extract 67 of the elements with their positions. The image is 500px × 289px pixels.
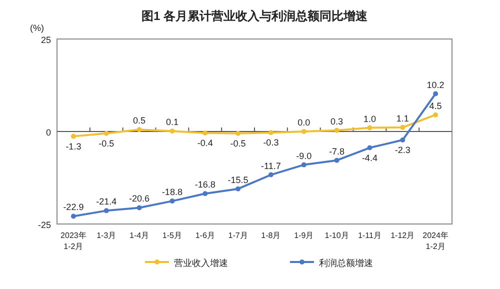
data-label: 1.0 bbox=[363, 114, 376, 124]
data-label: 4.5 bbox=[429, 100, 442, 111]
data-label: -0.3 bbox=[263, 138, 279, 148]
data-label: -0.5 bbox=[230, 138, 246, 148]
y-tick-label: 25 bbox=[40, 35, 51, 45]
point bbox=[70, 134, 76, 139]
point bbox=[367, 145, 372, 150]
point bbox=[268, 172, 274, 178]
point bbox=[334, 128, 340, 133]
x-tick-label: 1-4月 bbox=[130, 231, 150, 240]
point bbox=[236, 130, 241, 136]
y-axis-title: (%) bbox=[30, 23, 44, 33]
data-label: -18.8 bbox=[162, 187, 182, 198]
point bbox=[400, 124, 406, 130]
data-label: -1.3 bbox=[66, 141, 82, 152]
point bbox=[301, 129, 306, 134]
point bbox=[202, 130, 208, 136]
x-tick-label: 1-3月 bbox=[96, 231, 116, 240]
data-label: -11.7 bbox=[261, 160, 281, 171]
data-label: -16.8 bbox=[194, 180, 216, 190]
data-label: -22.9 bbox=[63, 202, 84, 212]
point bbox=[170, 128, 175, 134]
x-tick-label: 1-12月 bbox=[390, 231, 415, 240]
data-label: -0.5 bbox=[98, 138, 114, 148]
data-label: -2.3 bbox=[394, 145, 410, 156]
data-label: 1.1 bbox=[396, 113, 409, 124]
point bbox=[236, 186, 241, 192]
point bbox=[104, 208, 109, 214]
x-tick-label: 1-10月 bbox=[324, 231, 349, 240]
data-label: -4.4 bbox=[362, 152, 378, 163]
legend-label: 营业收入增速 bbox=[174, 258, 228, 268]
x-tick-label: 1-11月 bbox=[358, 231, 382, 240]
point bbox=[104, 130, 109, 136]
data-label: -9.0 bbox=[296, 150, 312, 161]
y-tick-label: 0 bbox=[46, 128, 51, 138]
data-label: -20.6 bbox=[129, 194, 150, 204]
point bbox=[136, 127, 142, 132]
point bbox=[301, 162, 306, 168]
x-tick-label: 1-6月 bbox=[195, 231, 215, 240]
point bbox=[433, 91, 438, 96]
y-tick-label: -25 bbox=[38, 220, 51, 230]
x-tick-label: 2024年 1-2月 bbox=[422, 231, 448, 251]
point bbox=[136, 205, 142, 210]
data-label: 0.0 bbox=[298, 118, 310, 128]
x-tick-label: 1-8月 bbox=[261, 231, 281, 240]
data-label: -0.4 bbox=[197, 138, 213, 148]
point bbox=[268, 130, 274, 136]
point bbox=[170, 198, 175, 204]
data-label: 0.1 bbox=[166, 117, 178, 128]
x-tick-label: 1-9月 bbox=[294, 231, 314, 240]
data-label: -21.4 bbox=[96, 196, 117, 207]
x-tick-label: 1-5月 bbox=[162, 231, 182, 240]
data-label: -15.5 bbox=[228, 174, 248, 185]
chart-title: 图1 各月累计营业收入与利润总额同比增速 bbox=[141, 9, 368, 23]
point bbox=[367, 125, 372, 130]
x-tick-label: 2023年 1-2月 bbox=[60, 231, 86, 251]
point bbox=[433, 112, 438, 118]
x-tick-label: 1-7月 bbox=[228, 231, 248, 240]
point bbox=[202, 191, 208, 196]
data-label: 10.2 bbox=[426, 80, 444, 90]
data-label: 0.3 bbox=[330, 116, 344, 126]
point bbox=[400, 138, 406, 143]
point bbox=[70, 214, 76, 219]
point bbox=[334, 158, 340, 163]
data-label: 0.5 bbox=[133, 116, 146, 126]
data-label: -7.8 bbox=[329, 146, 345, 156]
legend-label: 利润总额增速 bbox=[319, 258, 373, 268]
